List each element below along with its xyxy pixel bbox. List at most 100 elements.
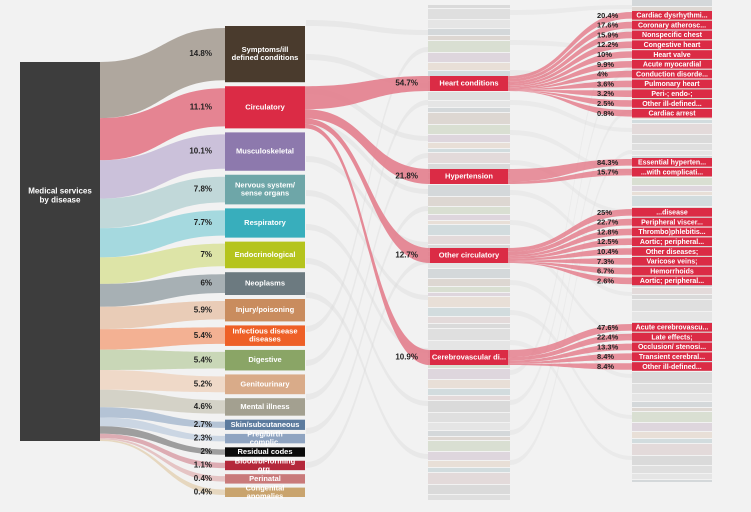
leaf-label: ...with complicati... <box>641 169 703 176</box>
category-label: Preg/birth <box>247 430 283 439</box>
flow-root-to-category <box>100 389 225 414</box>
leaf-node[interactable] <box>632 266 712 276</box>
leaf-node[interactable] <box>632 30 712 40</box>
category-node[interactable] <box>225 299 305 322</box>
leaf-node[interactable] <box>632 352 712 361</box>
leaf-node[interactable] <box>632 99 712 108</box>
background-band <box>428 236 510 244</box>
leaf-node[interactable] <box>632 40 712 49</box>
category-node[interactable] <box>225 132 305 171</box>
background-band <box>632 456 712 465</box>
background-band <box>632 423 712 431</box>
category-node[interactable] <box>225 349 305 371</box>
group-node[interactable] <box>430 248 508 263</box>
category-label: Infectious disease <box>232 327 297 336</box>
flow-group-to-leaf <box>508 168 632 184</box>
leaf-node[interactable] <box>632 247 712 256</box>
leaf-label: Other ill-defined... <box>642 101 702 108</box>
leaf-node[interactable] <box>632 227 712 237</box>
leaf-node[interactable] <box>632 362 712 371</box>
background-band <box>632 480 712 482</box>
category-node[interactable] <box>225 433 305 444</box>
category-node[interactable] <box>225 325 305 346</box>
flow-group-to-leaf <box>508 21 632 82</box>
category-node[interactable] <box>225 241 305 269</box>
leaf-label: Coronary atherosc... <box>638 22 706 29</box>
background-band <box>428 413 510 422</box>
background-band <box>428 279 510 286</box>
leaf-node[interactable] <box>632 69 712 79</box>
category-node[interactable] <box>225 26 305 83</box>
background-band <box>428 135 510 142</box>
leaf-node[interactable] <box>632 257 712 266</box>
leaf-node[interactable] <box>632 79 712 89</box>
category-label: Genitourinary <box>240 379 290 388</box>
leaf-node[interactable] <box>632 109 712 118</box>
background-layer <box>306 0 712 500</box>
category-node[interactable] <box>225 272 305 296</box>
category-node[interactable] <box>225 208 305 238</box>
background-band <box>632 151 712 155</box>
category-node[interactable] <box>225 174 305 205</box>
category-node[interactable] <box>225 474 305 484</box>
group-pct: 54.7% <box>395 79 418 88</box>
leaf-node[interactable] <box>632 50 712 59</box>
background-band <box>428 441 510 451</box>
leaf-pct: 15.7% <box>597 168 619 177</box>
category-pct: 6% <box>200 279 212 288</box>
flow-root-to-category <box>100 426 225 455</box>
background-flow <box>306 258 428 406</box>
background-band <box>428 365 510 368</box>
background-band <box>428 215 510 220</box>
leaf-node[interactable] <box>632 60 712 69</box>
background-band <box>632 402 712 407</box>
category-label: Residual codes <box>237 447 292 456</box>
leaf-node[interactable] <box>632 20 712 30</box>
leaf-node[interactable] <box>632 89 712 98</box>
category-node[interactable] <box>225 86 305 129</box>
flow-group-to-leaf <box>508 258 632 265</box>
flow-root-to-category <box>100 243 225 284</box>
background-band <box>632 412 712 422</box>
category-pct: 2.3% <box>194 434 212 443</box>
flow-root-to-category <box>100 134 225 199</box>
background-flow <box>306 88 428 141</box>
leaf-label: Late effects; <box>651 334 692 341</box>
flow-root-to-category <box>100 417 225 442</box>
leaf-label: Cardiac arrest <box>648 111 696 118</box>
leaf-node[interactable] <box>632 208 712 217</box>
category-node[interactable] <box>225 398 305 416</box>
background-band <box>428 9 510 19</box>
flow-group-to-leaf <box>508 159 632 182</box>
category-node[interactable] <box>225 447 305 457</box>
leaf-node[interactable] <box>632 11 712 20</box>
root-label: Medical services <box>28 187 92 196</box>
category-node[interactable] <box>225 460 305 471</box>
leaf-node[interactable] <box>632 237 712 246</box>
background-band <box>632 384 712 393</box>
root-node[interactable] <box>20 62 100 441</box>
leaf-node[interactable] <box>632 158 712 167</box>
leaf-pct: 7.3% <box>597 257 614 266</box>
flow-group-to-leaf <box>508 90 632 117</box>
leaf-node[interactable] <box>632 332 712 342</box>
background-band <box>428 437 510 440</box>
leaf-label: Peripheral viscer... <box>641 219 703 226</box>
leaf-node[interactable] <box>632 276 712 286</box>
leaf-node[interactable] <box>632 217 712 227</box>
group-node[interactable] <box>430 76 508 91</box>
category-node[interactable] <box>225 487 305 497</box>
leaf-node[interactable] <box>632 323 712 332</box>
leaf-pct: 8.4% <box>597 352 614 361</box>
leaf-node[interactable] <box>632 342 712 352</box>
group-node[interactable] <box>430 169 508 184</box>
category-pct: 0.4% <box>194 474 212 483</box>
group-node[interactable] <box>430 350 508 365</box>
category-node[interactable] <box>225 374 305 395</box>
flow-root-to-category <box>100 88 225 161</box>
leaf-node[interactable] <box>632 167 712 177</box>
category-node[interactable] <box>225 419 305 430</box>
leaf-pct: 12.2% <box>597 40 619 49</box>
category-pct: 0.4% <box>194 487 212 496</box>
